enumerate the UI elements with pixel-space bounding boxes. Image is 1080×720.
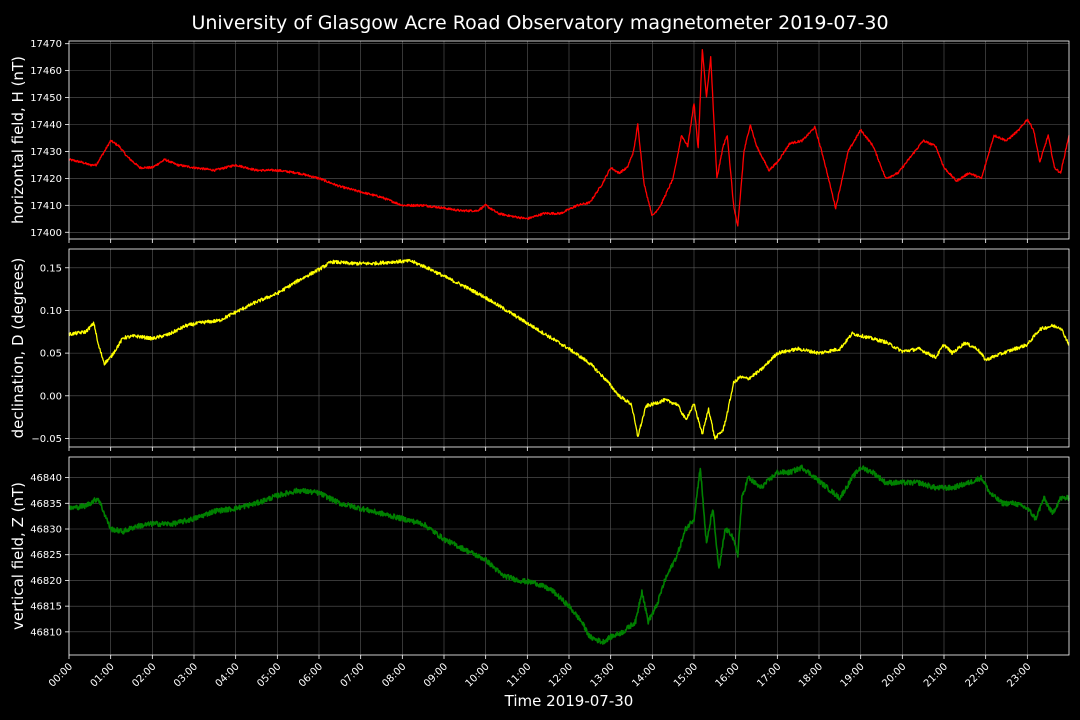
y-tick-label: 46810 [30, 627, 62, 638]
y-tick-label: 46835 [30, 499, 62, 510]
x-tick-label: 00:00 [47, 661, 75, 689]
panel-1: −0.05 0.00 0.05 0.10 0.15 declination, D (deg… [9, 248, 1070, 451]
chart-title: University of Glasgow Acre Road Observat… [191, 12, 888, 34]
series-line-2 [68, 464, 1070, 645]
series-line-0 [68, 48, 1070, 227]
x-tick-label: 13:00 [589, 661, 617, 689]
x-tick-label: 16:00 [714, 661, 742, 689]
panel-2: 46810 46815 46820 46825 46830 46835 46840verti… [9, 456, 1070, 659]
x-tick-label: 01:00 [89, 661, 117, 689]
y-tick-label: 46830 [30, 525, 62, 536]
panel-0: 17400 17410 17420 17430 17440 17450 17460 17470… [9, 39, 1070, 243]
x-tick-label: 18:00 [797, 661, 825, 689]
y-axis-label: declination, D (degrees) [9, 258, 27, 439]
x-tick-label: 21:00 [922, 661, 950, 689]
y-tick-label: 17430 [30, 147, 62, 158]
y-tick-label: 46840 [30, 473, 62, 484]
y-tick-label: 17470 [30, 39, 62, 50]
x-tick-label: 09:00 [422, 661, 450, 689]
y-tick-label: −0.05 [31, 434, 62, 445]
x-tick-label: 02:00 [130, 661, 158, 689]
x-tick-label: 12:00 [547, 661, 575, 689]
y-axis-label: horizontal field, H (nT) [9, 56, 27, 224]
x-tick-label: 11:00 [505, 661, 533, 689]
x-tick-label: 04:00 [214, 661, 242, 689]
y-tick-label: 0.15 [40, 263, 62, 274]
y-tick-label: 0.05 [40, 349, 62, 360]
x-tick-label: 15:00 [672, 661, 700, 689]
x-tick-label: 17:00 [755, 661, 783, 689]
x-axis-label: Time 2019-07-30 [504, 692, 634, 710]
x-tick-label: 10:00 [464, 661, 492, 689]
x-tick-label: 14:00 [630, 661, 658, 689]
y-tick-label: 0.00 [40, 391, 62, 402]
y-tick-label: 17440 [30, 120, 62, 131]
x-tick-label: 08:00 [380, 661, 408, 689]
x-tick-label: 22:00 [964, 661, 992, 689]
y-tick-label: 17450 [30, 93, 62, 104]
y-tick-label: 46815 [30, 602, 62, 613]
x-axis: 00:00 01:00 02:00 03:00 04:00 05:00 06:00 07:00… [47, 661, 1033, 689]
x-tick-label: 05:00 [255, 661, 283, 689]
y-tick-label: 46825 [30, 550, 62, 561]
x-tick-label: 07:00 [339, 661, 367, 689]
y-tick-label: 17420 [30, 174, 62, 185]
series-line-1 [68, 258, 1070, 440]
y-tick-label: 46820 [30, 576, 62, 587]
x-tick-label: 20:00 [880, 661, 908, 689]
y-tick-label: 0.10 [40, 306, 62, 317]
y-tick-label: 17400 [30, 228, 62, 239]
x-tick-label: 23:00 [1005, 661, 1033, 689]
y-tick-label: 17410 [30, 201, 62, 212]
x-tick-label: 06:00 [297, 661, 325, 689]
y-tick-label: 17460 [30, 66, 62, 77]
y-axis-label: vertical field, Z (nT) [9, 482, 27, 630]
panels: 17400 17410 17420 17430 17440 17450 17460 17470… [9, 39, 1070, 659]
x-tick-label: 03:00 [172, 661, 200, 689]
x-tick-label: 19:00 [839, 661, 867, 689]
